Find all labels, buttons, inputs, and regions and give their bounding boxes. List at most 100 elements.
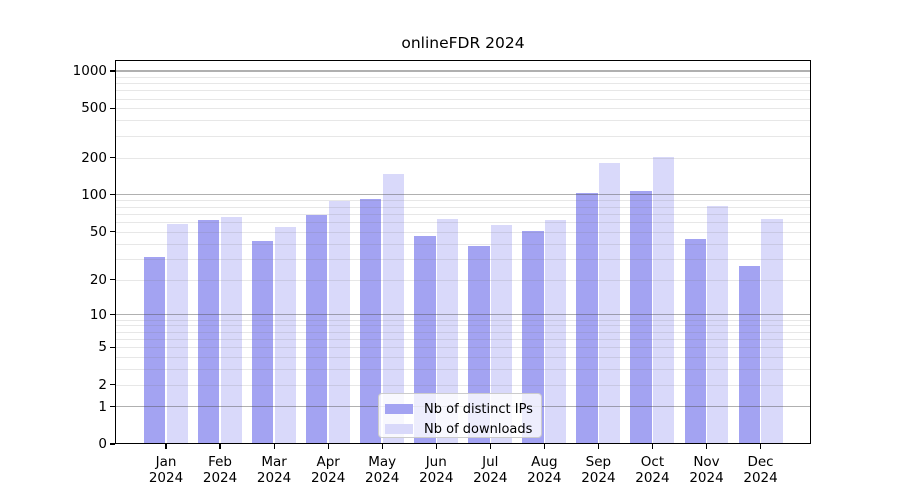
gridline-minor-700 [115, 90, 811, 92]
gridline-minor-6 [115, 338, 811, 340]
x-tick-mark-jul [489, 444, 491, 449]
bar-downloads-jan [166, 223, 188, 444]
bar-downloads-jun [436, 218, 459, 444]
gridline-minor-8 [115, 325, 811, 327]
bar-downloads-aug [545, 219, 567, 444]
x-tick-label-mar: Mar 2024 [247, 454, 301, 486]
gridline-minor-2 [115, 384, 811, 386]
x-tick-mark-nov [705, 444, 708, 449]
bar-distinct-ips-may [360, 199, 382, 444]
y-tick-mark-1 [110, 405, 115, 408]
x-tick-mark-oct [651, 444, 654, 449]
x-tick-mark-jan [165, 444, 167, 449]
bar-distinct-ips-dec [738, 266, 760, 444]
x-tick-year-text: 2024 [148, 469, 184, 486]
x-tick-month-text: May [368, 454, 397, 470]
x-tick-mark-sep [597, 444, 599, 449]
gridline-minor-500 [115, 108, 811, 110]
x-tick-month-text: Aug [531, 454, 558, 470]
x-tick-label-nov: Nov 2024 [680, 454, 734, 486]
gridline-major-1000 [115, 70, 811, 72]
bar-downloads-sep [599, 162, 621, 444]
bar-distinct-ips-nov [684, 238, 706, 444]
bar-distinct-ips-aug [522, 230, 544, 444]
x-tick-label-feb: Feb 2024 [193, 454, 247, 486]
y-tick-label-1000: 1000 [72, 63, 107, 80]
x-tick-label-aug: Aug 2024 [517, 454, 571, 486]
y-tick-mark-1000 [110, 70, 115, 72]
y-tick-mark-20 [110, 279, 115, 281]
gridline-minor-20 [115, 279, 811, 281]
y-tick-label-5: 5 [98, 339, 107, 356]
x-tick-month-text: Dec [747, 454, 774, 470]
legend-swatch-downloads [385, 424, 413, 434]
x-tick-month-text: Feb [208, 454, 232, 470]
gridline-minor-90 [115, 200, 811, 202]
x-tick-label-dec: Dec 2024 [734, 454, 788, 486]
x-tick-year-text: 2024 [365, 469, 400, 486]
x-tick-mark-apr [327, 444, 329, 449]
bar-downloads-may [382, 173, 405, 444]
gridline-minor-70 [115, 213, 811, 215]
x-tick-month-text: Jun [425, 454, 447, 470]
gridline-major-10 [115, 313, 811, 316]
bar-downloads-oct [653, 157, 675, 444]
gridline-minor-600 [115, 98, 811, 100]
x-tick-year-text: 2024 [581, 469, 616, 486]
bar-downloads-nov [707, 206, 729, 444]
gridline-major-100 [115, 194, 811, 196]
y-tick-mark-50 [110, 231, 115, 233]
plot-area: 0 1 2 5 10 20 50 100 200 500 1000 Jan 2024 Feb 2024 Mar… [73, 60, 811, 485]
gridline-minor-400 [115, 120, 811, 122]
x-tick-year-text: 2024 [473, 469, 508, 486]
gridline-minor-300 [115, 135, 811, 137]
bar-distinct-ips-mar [252, 240, 274, 444]
x-tick-year-text: 2024 [635, 469, 670, 486]
gridline-minor-7 [115, 331, 811, 333]
x-tick-mark-feb [219, 444, 221, 449]
x-tick-year-text: 2024 [419, 469, 454, 486]
gridline-minor-9 [115, 319, 811, 321]
y-tick-mark-100 [110, 194, 115, 196]
x-tick-label-jan: Jan 2024 [139, 454, 193, 486]
x-tick-year-text: 2024 [743, 469, 778, 486]
x-tick-month-text: Apr [316, 454, 340, 470]
x-tick-month-text: Jan [155, 454, 177, 470]
gridline-minor-5 [115, 347, 811, 349]
bar-distinct-ips-sep [576, 193, 598, 444]
legend-item-distinct-ips: Nb of distinct IPs [385, 399, 541, 419]
x-tick-month-text: Sep [585, 454, 612, 470]
x-tick-mark-aug [543, 444, 545, 449]
bar-downloads-apr [328, 200, 351, 444]
gridline-minor-60 [115, 222, 811, 224]
x-tick-year-text: 2024 [202, 469, 238, 486]
y-tick-label-0: 0 [98, 436, 107, 452]
x-tick-label-may: May 2024 [355, 454, 409, 486]
legend: Nb of distinct IPs Nb of downloads [378, 393, 542, 438]
bar-downloads-jul [491, 224, 513, 444]
bar-distinct-ips-jan [144, 256, 166, 444]
x-tick-year-text: 2024 [689, 469, 724, 486]
y-tick-mark-200 [110, 157, 115, 159]
x-tick-mark-mar [273, 444, 275, 449]
x-tick-year-text: 2024 [256, 469, 292, 486]
x-tick-month-text: Mar [261, 454, 287, 470]
gridline-minor-800 [115, 83, 811, 85]
legend-label-distinct-ips: Nb of distinct IPs [424, 401, 533, 417]
x-tick-mark-jun [435, 444, 437, 449]
gridline-minor-50 [115, 231, 811, 233]
gridline-minor-200 [115, 157, 811, 159]
bar-distinct-ips-jun [414, 236, 436, 444]
y-tick-label-2: 2 [98, 376, 107, 393]
bar-downloads-dec [761, 218, 783, 444]
x-tick-mark-dec [759, 444, 762, 449]
x-tick-month-text: Jul [482, 454, 499, 470]
gridline-minor-900 [115, 76, 811, 78]
y-tick-label-200: 200 [81, 149, 107, 166]
bar-downloads-feb [220, 217, 243, 444]
x-tick-month-text: Oct [640, 454, 665, 470]
chart-title: onlineFDR 2024 [401, 34, 525, 52]
legend-swatch-distinct-ips [385, 404, 413, 414]
bar-distinct-ips-feb [198, 220, 220, 444]
gridline-minor-40 [115, 243, 811, 245]
